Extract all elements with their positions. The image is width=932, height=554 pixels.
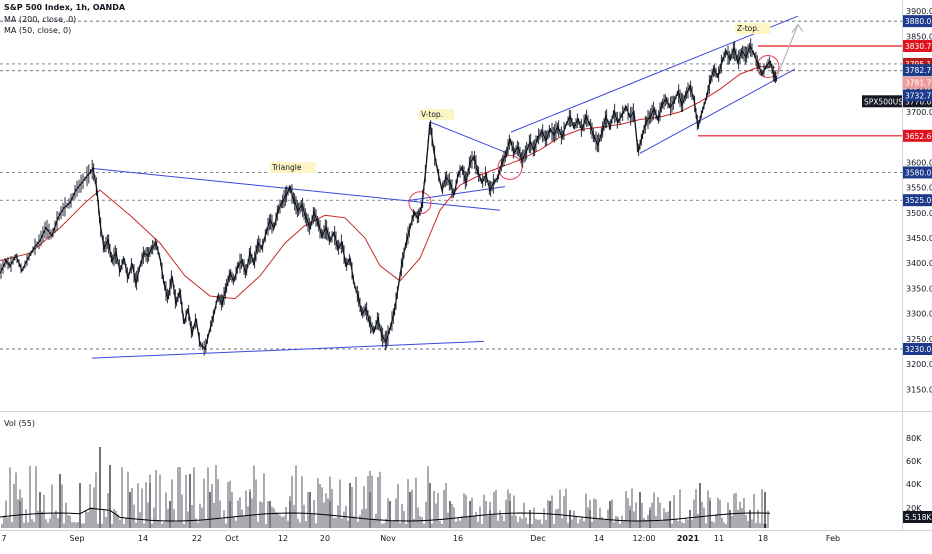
- volume-legend[interactable]: Vol (55): [4, 419, 35, 428]
- x-tick-label: Oct: [225, 534, 239, 543]
- trend-line[interactable]: [91, 167, 501, 211]
- y-tick-label: 3350.0: [906, 284, 932, 293]
- x-tick-label: 14: [594, 534, 604, 543]
- y-tick-label: 3850.0: [906, 32, 932, 41]
- y-tick-label: 3600.0: [906, 158, 932, 167]
- y-tick-label: 3150.0: [906, 385, 932, 394]
- price-tag-label[interactable]: 3781.7: [905, 79, 931, 88]
- vol-tick-label: 80K: [906, 434, 922, 443]
- price-tag-bg: [903, 76, 932, 89]
- y-tick-label: 3450.0: [906, 234, 932, 243]
- x-tick-label: 12: [278, 534, 288, 543]
- x-tick-label: Dec: [530, 534, 545, 543]
- trend-line[interactable]: [639, 68, 796, 154]
- x-tick-label: Nov: [380, 534, 396, 543]
- y-tick-label: 3250.0: [906, 335, 932, 344]
- price-tag-label[interactable]: 3732.7: [905, 91, 931, 100]
- y-tick-label: 3550.0: [906, 184, 932, 193]
- price-tag-label[interactable]: 3230.0: [905, 345, 931, 354]
- volume-ma-line: [0, 507, 771, 522]
- price-tag-label[interactable]: 3652.6: [905, 132, 931, 141]
- y-tick-label: 3700.0: [906, 108, 932, 117]
- ma50-legend[interactable]: MA (50, close, 0): [4, 26, 72, 35]
- price-line[interactable]: [0, 44, 778, 351]
- price-tag-label[interactable]: 3782.7: [905, 66, 931, 75]
- price-tag-label[interactable]: SPX500USD: [864, 97, 909, 106]
- chart-title: S&P 500 Index, 1h, OANDA: [4, 3, 126, 12]
- x-tick-label: 14: [138, 534, 148, 543]
- annotation-bg: [735, 23, 771, 34]
- x-tick-label: 16: [453, 534, 463, 543]
- ma200-legend[interactable]: MA (200, close, 0): [4, 15, 77, 24]
- price-tag-bg: [903, 15, 932, 28]
- price-tag-label[interactable]: 3525.0: [905, 196, 931, 205]
- price-tag-bg: [903, 89, 932, 102]
- highlight-circle[interactable]: [497, 154, 523, 180]
- x-tick-label: 11: [714, 534, 724, 543]
- price-tag-bg: [903, 342, 932, 355]
- price-tag-bg: [903, 194, 932, 207]
- x-tick-label: Feb: [826, 534, 840, 543]
- y-tick-label: 3500.0: [906, 209, 932, 218]
- x-tick-label: 2021: [677, 534, 700, 543]
- annotation-label[interactable]: Z-top.: [737, 24, 759, 33]
- price-tag-label[interactable]: 3776.6: [905, 97, 931, 106]
- price-tag-bg: [862, 95, 902, 108]
- projection-arrow-head: [791, 23, 804, 34]
- price-tag-bg: [903, 64, 932, 77]
- price-tag-bg: [903, 166, 932, 179]
- annotation-bg: [270, 162, 316, 173]
- vol-tag-label[interactable]: 5.518K: [905, 513, 932, 522]
- vol-tag-bg: [903, 511, 932, 523]
- y-tick-label: 3900.0: [906, 7, 932, 16]
- annotation-bg: [419, 109, 455, 120]
- price-tag-label[interactable]: 3830.7: [905, 42, 931, 51]
- projection-arrow[interactable]: [776, 24, 799, 77]
- price-tag-bg: [903, 39, 932, 52]
- trend-line[interactable]: [91, 340, 485, 359]
- trend-line[interactable]: [510, 15, 799, 133]
- vol-tick-label: 20K: [906, 504, 922, 513]
- price-tag-bg: [903, 129, 932, 142]
- x-tick-label: 22: [192, 534, 202, 543]
- vol-tick-label: 40K: [906, 480, 922, 489]
- y-tick-label: 3400.0: [906, 259, 932, 268]
- vol-tick-label: 60K: [906, 457, 922, 466]
- x-tick-label: 12:00: [632, 534, 655, 543]
- x-tick-label: 7: [1, 534, 6, 543]
- y-tick-label: 3200.0: [906, 360, 932, 369]
- y-tick-label: 3300.0: [906, 310, 932, 319]
- price-tag-label[interactable]: 3580.0: [905, 168, 931, 177]
- annotation-label[interactable]: V-top.: [421, 110, 443, 119]
- x-tick-label: 20: [320, 534, 330, 543]
- x-tick-label: 18: [758, 534, 768, 543]
- annotation-label[interactable]: Triangle: [271, 163, 302, 172]
- trend-line[interactable]: [429, 121, 509, 154]
- price-tag-label[interactable]: 3880.0: [905, 17, 931, 26]
- x-tick-label: Sep: [69, 534, 84, 543]
